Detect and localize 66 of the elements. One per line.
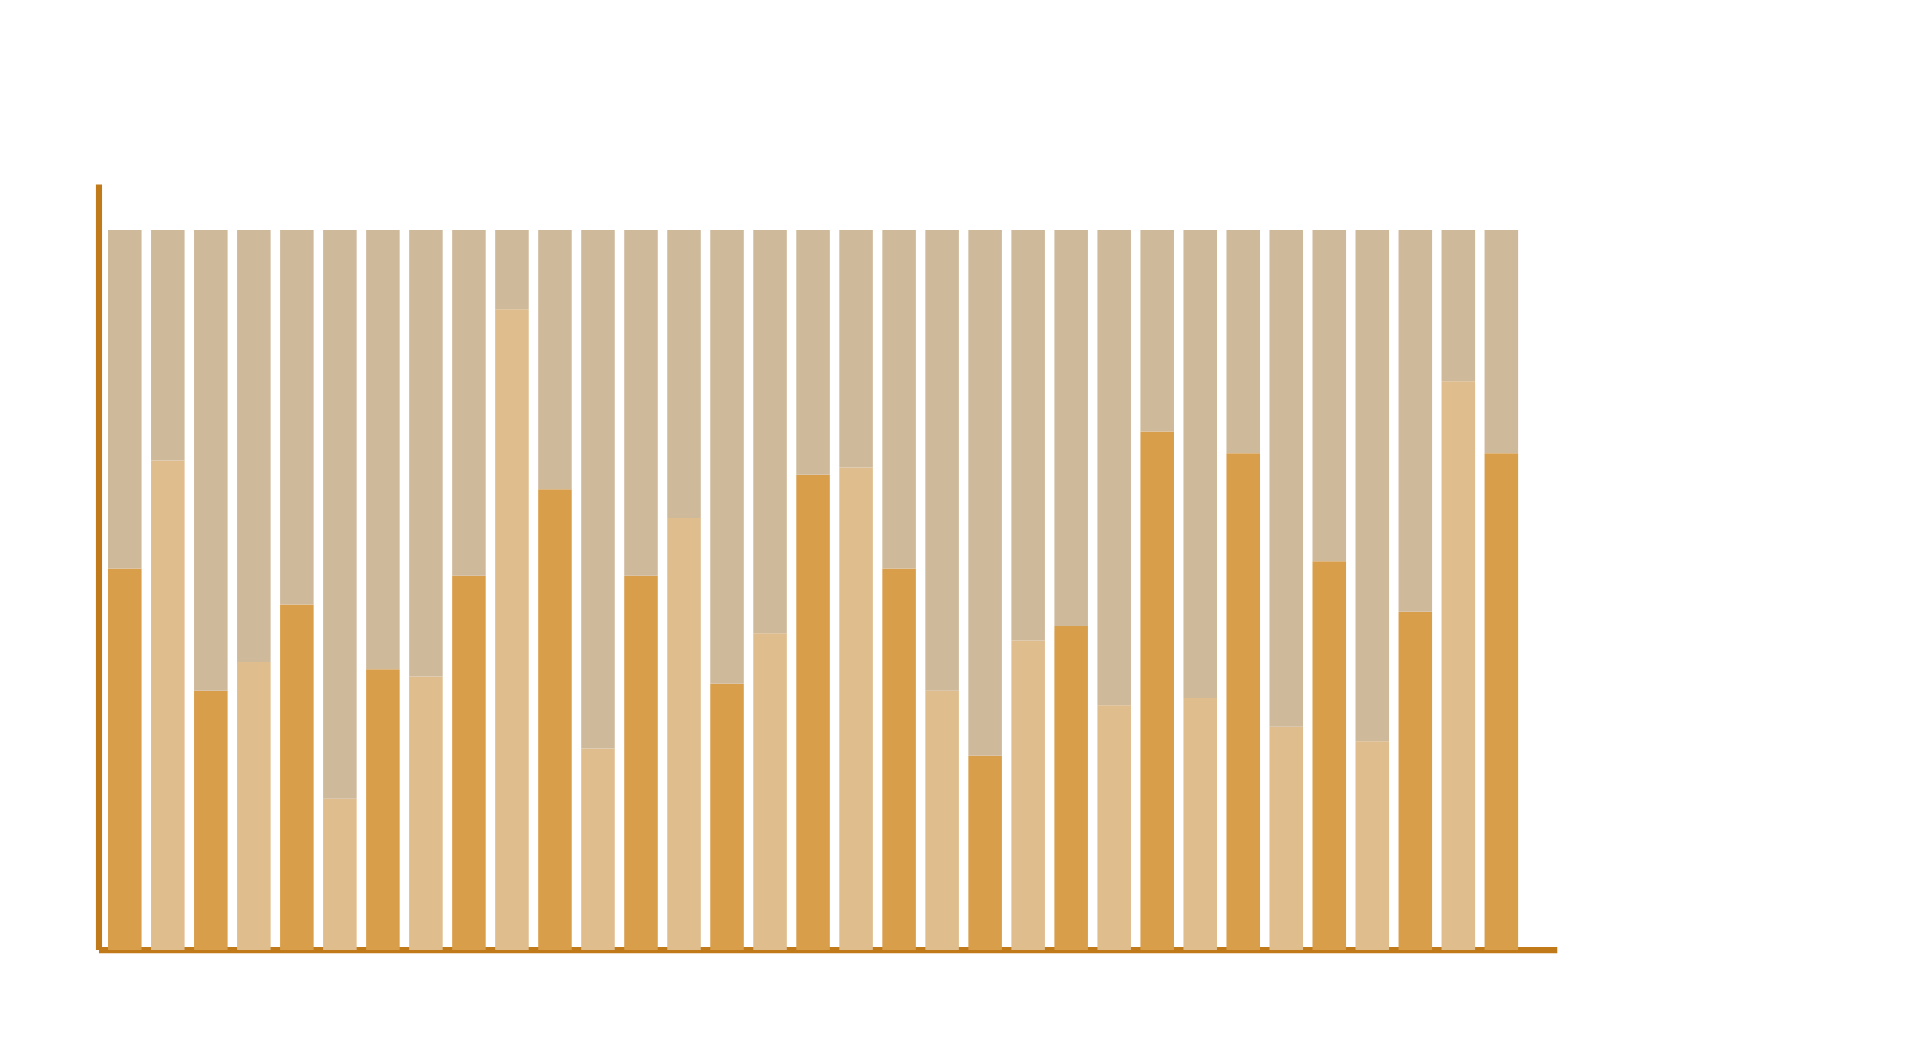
bar xyxy=(624,575,658,950)
bar xyxy=(237,661,271,950)
bar xyxy=(1398,611,1433,950)
bar xyxy=(366,669,400,950)
bar xyxy=(710,683,744,950)
bar xyxy=(1183,697,1217,950)
bar xyxy=(753,229,787,634)
bar xyxy=(882,229,916,569)
bar xyxy=(1398,229,1433,612)
bar xyxy=(1269,726,1304,950)
bar xyxy=(538,229,572,490)
bar xyxy=(1355,229,1390,742)
bar xyxy=(194,229,228,691)
bar xyxy=(409,229,443,677)
bar xyxy=(366,229,400,670)
bar xyxy=(1312,229,1347,562)
bar xyxy=(1269,229,1304,727)
bar xyxy=(796,229,830,475)
bar xyxy=(1226,229,1261,454)
bar xyxy=(194,690,228,950)
bar xyxy=(796,474,830,950)
bar xyxy=(108,229,142,569)
bar xyxy=(538,489,572,950)
bar xyxy=(667,229,701,518)
bar xyxy=(925,690,959,950)
bar xyxy=(624,229,658,576)
bar xyxy=(1484,229,1519,454)
bar xyxy=(1140,431,1174,950)
bar xyxy=(1226,453,1261,950)
bar xyxy=(1054,229,1088,626)
bar xyxy=(968,229,1002,756)
bar xyxy=(1484,453,1519,950)
bar xyxy=(581,229,615,749)
bar xyxy=(882,568,916,950)
bar xyxy=(1441,229,1476,382)
bar xyxy=(925,229,959,691)
bar xyxy=(1312,561,1347,950)
bar xyxy=(1011,640,1045,950)
bar xyxy=(323,798,357,950)
bar xyxy=(495,309,529,950)
bar xyxy=(323,229,357,799)
bar xyxy=(1441,381,1476,950)
bar xyxy=(237,229,271,662)
bar xyxy=(667,517,701,950)
bar xyxy=(1183,229,1217,698)
bar xyxy=(280,604,314,950)
bar xyxy=(151,460,185,950)
bar xyxy=(452,229,486,576)
bar xyxy=(839,229,873,468)
bar xyxy=(1097,705,1131,950)
bar xyxy=(151,229,185,461)
bar xyxy=(1097,229,1131,706)
bar xyxy=(1355,741,1390,950)
bar xyxy=(753,633,787,950)
bar xyxy=(495,229,529,310)
bar xyxy=(839,467,873,950)
bar xyxy=(409,676,443,950)
bar xyxy=(1140,229,1174,432)
bar xyxy=(1054,625,1088,950)
bar xyxy=(1011,229,1045,641)
bar xyxy=(968,755,1002,950)
bar xyxy=(108,568,142,950)
bar xyxy=(452,575,486,950)
bar xyxy=(280,229,314,605)
bar xyxy=(581,748,615,950)
bar xyxy=(710,229,744,684)
